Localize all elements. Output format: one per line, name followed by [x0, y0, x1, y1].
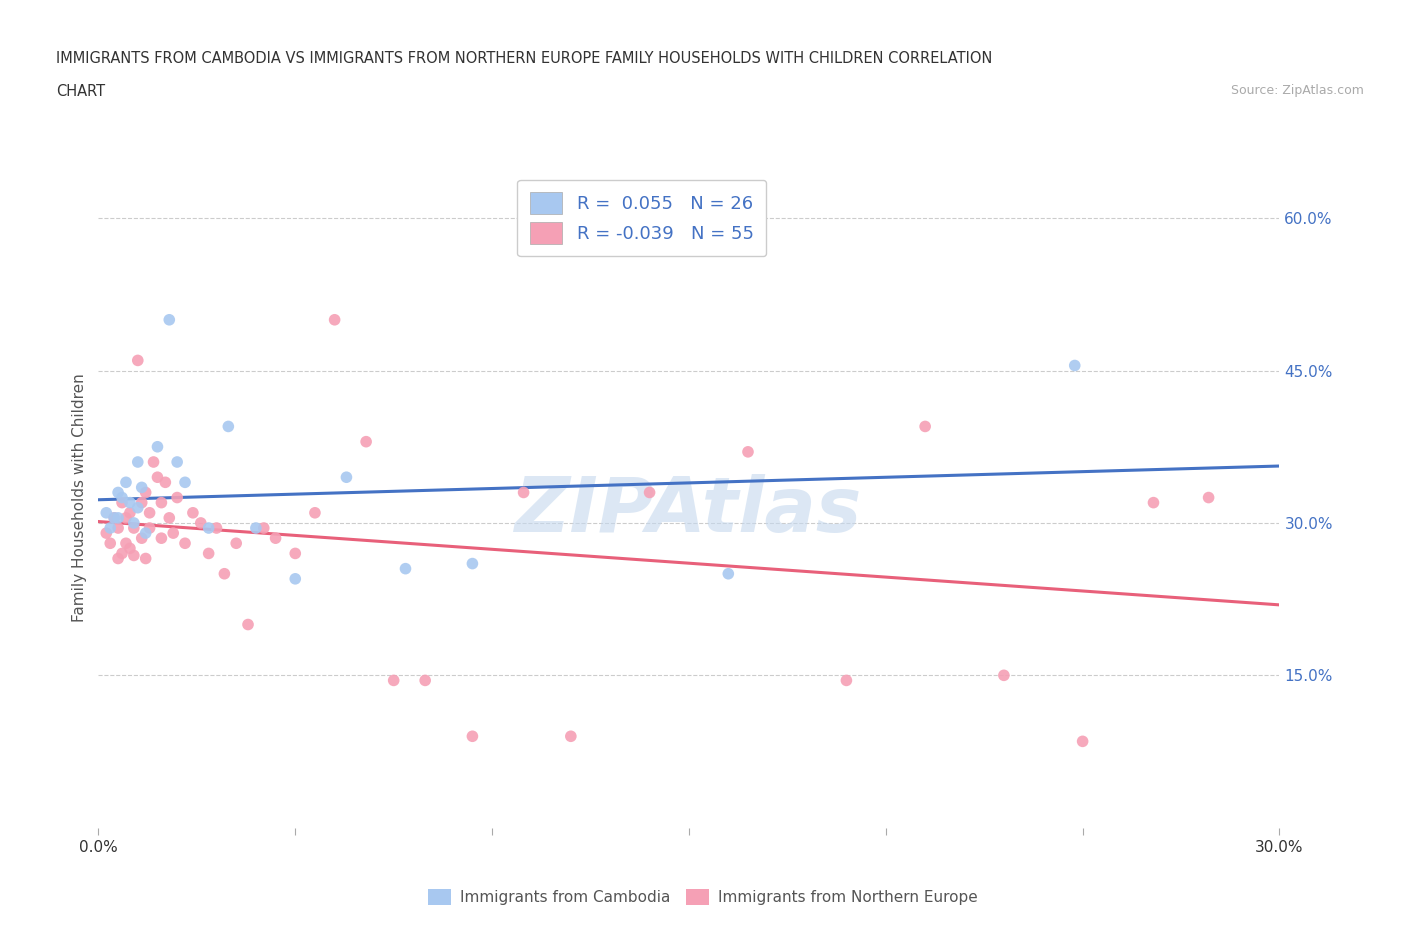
Point	[1063, 358, 1085, 373]
Point	[560, 729, 582, 744]
Point	[107, 511, 129, 525]
Point	[98, 521, 121, 536]
Point	[354, 434, 377, 449]
Point	[131, 480, 153, 495]
Point	[131, 531, 153, 546]
Point	[190, 515, 212, 530]
Point	[284, 571, 307, 586]
Point	[166, 490, 188, 505]
Point	[150, 495, 173, 510]
Point	[512, 485, 534, 500]
Point	[115, 475, 138, 490]
Point	[122, 521, 145, 536]
Point	[127, 455, 149, 470]
Point	[118, 505, 141, 520]
Point	[157, 312, 180, 327]
Point	[181, 505, 204, 520]
Point	[115, 511, 138, 525]
Point	[118, 541, 141, 556]
Point	[461, 729, 484, 744]
Point	[135, 485, 157, 500]
Text: ZIPAtlas: ZIPAtlas	[515, 473, 863, 548]
Point	[382, 673, 405, 688]
Point	[135, 525, 157, 540]
Point	[142, 455, 165, 470]
Point	[174, 475, 197, 490]
Point	[98, 536, 121, 551]
Point	[155, 475, 177, 490]
Point	[197, 546, 219, 561]
Point	[1142, 495, 1164, 510]
Point	[205, 521, 228, 536]
Point	[197, 521, 219, 536]
Point	[157, 511, 180, 525]
Point	[118, 495, 141, 510]
Point	[166, 455, 188, 470]
Point	[96, 505, 118, 520]
Point	[122, 515, 145, 530]
Point	[638, 485, 661, 500]
Legend: R =  0.055   N = 26, R = -0.039   N = 55: R = 0.055 N = 26, R = -0.039 N = 55	[517, 179, 766, 257]
Point	[335, 470, 357, 485]
Point	[103, 511, 125, 525]
Point	[103, 511, 125, 525]
Point	[236, 618, 259, 632]
Point	[914, 419, 936, 434]
Point	[107, 485, 129, 500]
Point	[323, 312, 346, 327]
Point	[304, 505, 326, 520]
Point	[115, 536, 138, 551]
Point	[174, 536, 197, 551]
Point	[717, 566, 740, 581]
Point	[394, 561, 416, 576]
Point	[107, 521, 129, 536]
Point	[111, 546, 134, 561]
Point	[122, 548, 145, 563]
Text: CHART: CHART	[56, 84, 105, 99]
Text: Source: ZipAtlas.com: Source: ZipAtlas.com	[1230, 84, 1364, 97]
Point	[146, 470, 169, 485]
Point	[111, 490, 134, 505]
Y-axis label: Family Households with Children: Family Households with Children	[72, 373, 87, 622]
Legend: Immigrants from Cambodia, Immigrants from Northern Europe: Immigrants from Cambodia, Immigrants fro…	[420, 882, 986, 913]
Point	[1198, 490, 1220, 505]
Point	[835, 673, 858, 688]
Point	[245, 521, 267, 536]
Point	[217, 419, 239, 434]
Point	[253, 521, 276, 536]
Point	[214, 566, 236, 581]
Point	[413, 673, 436, 688]
Text: IMMIGRANTS FROM CAMBODIA VS IMMIGRANTS FROM NORTHERN EUROPE FAMILY HOUSEHOLDS WI: IMMIGRANTS FROM CAMBODIA VS IMMIGRANTS F…	[56, 51, 993, 66]
Point	[146, 439, 169, 454]
Point	[264, 531, 287, 546]
Point	[150, 531, 173, 546]
Point	[225, 536, 247, 551]
Point	[107, 551, 129, 566]
Point	[993, 668, 1015, 683]
Point	[111, 495, 134, 510]
Point	[1071, 734, 1094, 749]
Point	[138, 521, 160, 536]
Point	[284, 546, 307, 561]
Point	[127, 500, 149, 515]
Point	[131, 495, 153, 510]
Point	[737, 445, 759, 459]
Point	[162, 525, 184, 540]
Point	[127, 353, 149, 368]
Point	[138, 505, 160, 520]
Point	[96, 525, 118, 540]
Point	[461, 556, 484, 571]
Point	[135, 551, 157, 566]
